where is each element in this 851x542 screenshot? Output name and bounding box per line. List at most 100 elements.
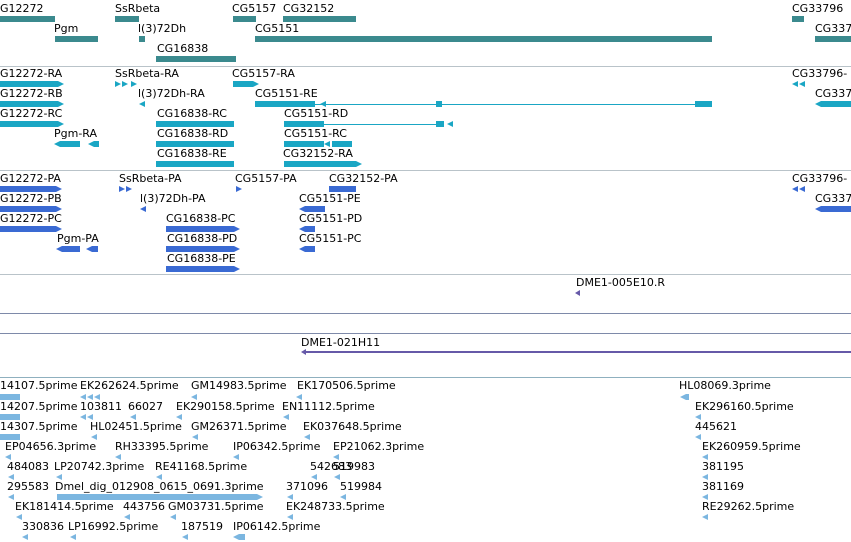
mrna-feature[interactable] bbox=[0, 121, 58, 127]
gene-label[interactable]: CG5157 bbox=[232, 2, 277, 15]
mrna-label[interactable]: l(3)72Dh-RA bbox=[138, 87, 205, 100]
cds-feature[interactable] bbox=[0, 206, 56, 212]
cds-label[interactable]: CG33796- bbox=[792, 172, 848, 185]
cds-feature[interactable] bbox=[329, 186, 356, 192]
cds-label[interactable]: SsRbeta-PA bbox=[119, 172, 182, 185]
gene-feature[interactable] bbox=[115, 16, 139, 22]
est-label[interactable]: EK170506.5prime bbox=[297, 379, 396, 392]
mrna-label[interactable]: Pgm-RA bbox=[54, 127, 98, 140]
gene-feature[interactable] bbox=[255, 36, 712, 42]
est-feature[interactable] bbox=[239, 534, 245, 540]
est-label[interactable]: EK248733.5prime bbox=[286, 500, 385, 513]
mrna-label[interactable]: CG5151-RD bbox=[284, 107, 349, 120]
cds-label[interactable]: G12272-PB bbox=[0, 192, 62, 205]
cds-feature[interactable] bbox=[821, 206, 851, 212]
gene-feature[interactable] bbox=[139, 36, 145, 42]
cds-label[interactable]: CG5151-PC bbox=[299, 232, 362, 245]
est-label[interactable]: EK260959.5prime bbox=[702, 440, 801, 453]
cds-label[interactable]: CG16838-PD bbox=[167, 232, 238, 245]
gene-label[interactable]: CG33796 bbox=[792, 2, 844, 15]
est-label[interactable]: EP21062.3prime bbox=[333, 440, 425, 453]
cds-feature[interactable] bbox=[0, 186, 56, 192]
mrna-label[interactable]: CG337 bbox=[815, 87, 851, 100]
mrna-feature[interactable] bbox=[821, 101, 851, 107]
est-label[interactable]: 14307.5prime bbox=[0, 420, 78, 433]
clone-label[interactable]: DME1-005E10.R bbox=[576, 276, 665, 289]
gene-label[interactable]: CG337 bbox=[815, 22, 851, 35]
cds-feature[interactable] bbox=[166, 246, 234, 252]
est-label[interactable]: HL02451.5prime bbox=[90, 420, 182, 433]
est-label[interactable]: 542683 bbox=[310, 460, 352, 473]
gene-feature[interactable] bbox=[156, 56, 236, 62]
gene-feature[interactable] bbox=[283, 16, 356, 22]
gene-label[interactable]: G12272 bbox=[0, 2, 44, 15]
est-label[interactable]: 443756 bbox=[123, 500, 165, 513]
est-label[interactable]: EK262624.5prime bbox=[80, 379, 179, 392]
gene-label[interactable]: Pgm bbox=[54, 22, 79, 35]
est-feature[interactable] bbox=[0, 414, 20, 420]
gene-label[interactable]: SsRbeta bbox=[115, 2, 161, 15]
cds-feature[interactable] bbox=[305, 206, 325, 212]
gene-feature[interactable] bbox=[792, 16, 804, 22]
cds-label[interactable]: Pgm-PA bbox=[57, 232, 99, 245]
mrna-feature[interactable] bbox=[233, 81, 253, 87]
mrna-label[interactable]: CG16838-RC bbox=[157, 107, 227, 120]
est-label[interactable]: 330836 bbox=[22, 520, 64, 533]
est-label[interactable]: EK290158.5prime bbox=[176, 400, 275, 413]
mrna-feature[interactable] bbox=[284, 121, 324, 127]
gene-feature[interactable] bbox=[55, 36, 98, 42]
mrna-label[interactable]: SsRbeta-RA bbox=[115, 67, 179, 80]
est-label[interactable]: 484083 bbox=[7, 460, 49, 473]
est-label[interactable]: 295583 bbox=[7, 480, 49, 493]
mrna-feature[interactable] bbox=[436, 101, 442, 107]
cds-label[interactable]: l(3)72Dh-PA bbox=[140, 192, 206, 205]
mrna-label[interactable]: CG33796- bbox=[792, 67, 848, 80]
est-label[interactable]: LP20742.3prime bbox=[54, 460, 145, 473]
cds-feature[interactable] bbox=[166, 266, 234, 272]
est-feature[interactable] bbox=[57, 494, 257, 500]
est-feature[interactable] bbox=[0, 434, 20, 440]
mrna-label[interactable]: CG16838-RD bbox=[157, 127, 229, 140]
est-label[interactable]: IP06142.5prime bbox=[233, 520, 321, 533]
mrna-feature[interactable] bbox=[156, 141, 234, 147]
cds-label[interactable]: G12272-PC bbox=[0, 212, 62, 225]
mrna-label[interactable]: CG5151-RC bbox=[284, 127, 347, 140]
est-label[interactable]: GM03731.5prime bbox=[168, 500, 264, 513]
cds-feature[interactable] bbox=[92, 246, 98, 252]
est-label[interactable]: 381169 bbox=[702, 480, 744, 493]
cds-feature[interactable] bbox=[305, 246, 315, 252]
mrna-label[interactable]: CG5151-RE bbox=[255, 87, 318, 100]
mrna-feature[interactable] bbox=[255, 101, 315, 107]
mrna-feature[interactable] bbox=[94, 141, 99, 147]
est-label[interactable]: LP16992.5prime bbox=[68, 520, 159, 533]
est-label[interactable]: 14107.5prime bbox=[0, 379, 78, 392]
cds-label[interactable]: CG16838-PC bbox=[166, 212, 236, 225]
est-label[interactable]: HL08069.3prime bbox=[679, 379, 771, 392]
mrna-label[interactable]: CG16838-RE bbox=[157, 147, 227, 160]
cds-feature[interactable] bbox=[305, 226, 315, 232]
gene-label[interactable]: l(3)72Dh bbox=[138, 22, 187, 35]
mrna-feature[interactable] bbox=[0, 81, 58, 87]
est-label[interactable]: GM14983.5prime bbox=[191, 379, 287, 392]
est-feature[interactable] bbox=[0, 394, 20, 400]
cds-label[interactable]: CG5151-PE bbox=[299, 192, 361, 205]
mrna-label[interactable]: CG32152-RA bbox=[283, 147, 353, 160]
cds-label[interactable]: G12272-PA bbox=[0, 172, 61, 185]
est-label[interactable]: EK181414.5prime bbox=[15, 500, 114, 513]
est-label[interactable]: IP06342.5prime bbox=[233, 440, 321, 453]
est-label[interactable]: 519983 bbox=[333, 460, 375, 473]
gene-label[interactable]: CG16838 bbox=[157, 42, 209, 55]
est-label[interactable]: 519984 bbox=[340, 480, 382, 493]
est-label[interactable]: EN11112.5prime bbox=[282, 400, 375, 413]
clone-feature[interactable] bbox=[306, 351, 851, 353]
mrna-feature[interactable] bbox=[156, 121, 234, 127]
cds-feature[interactable] bbox=[0, 226, 56, 232]
gene-label[interactable]: CG32152 bbox=[283, 2, 335, 15]
gene-feature[interactable] bbox=[815, 36, 851, 42]
mrna-feature[interactable] bbox=[60, 141, 80, 147]
est-label[interactable]: 66027 bbox=[128, 400, 163, 413]
mrna-feature[interactable] bbox=[284, 141, 324, 147]
est-label[interactable]: 381195 bbox=[702, 460, 744, 473]
mrna-label[interactable]: G12272-RC bbox=[0, 107, 63, 120]
gene-label[interactable]: CG5151 bbox=[255, 22, 300, 35]
